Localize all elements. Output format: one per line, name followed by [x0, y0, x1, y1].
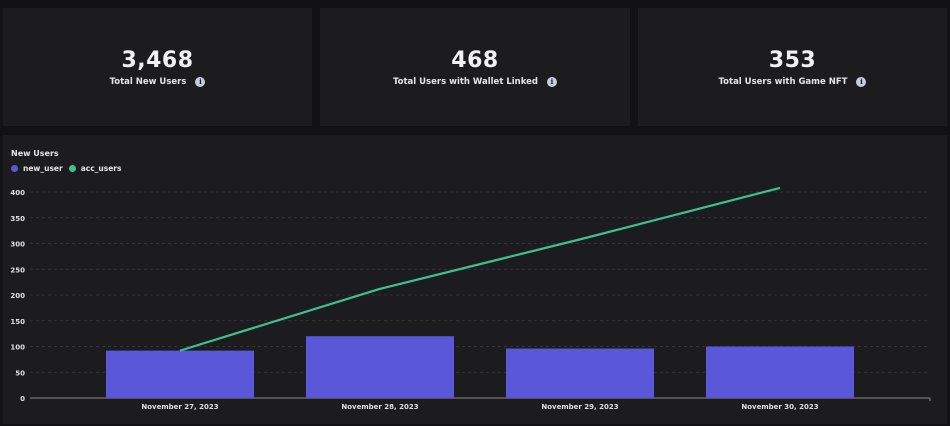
legend-item-new-user[interactable]: new_user — [11, 164, 63, 173]
y-tick-label: 150 — [10, 318, 25, 326]
y-tick-label: 50 — [15, 369, 25, 377]
y-tick-label: 350 — [10, 215, 25, 223]
legend-dot-icon — [11, 165, 18, 172]
y-tick-label: 250 — [10, 266, 25, 274]
chart-plot: 0 50 100 150 200 250 300 350 400 November 27, 202… — [10, 186, 931, 411]
y-tick-label: 100 — [10, 344, 25, 352]
kpi-card-wallet-linked: 468 Total Users with Wallet Linked i — [320, 8, 630, 126]
kpi-value: 468 — [451, 47, 499, 73]
legend-label: acc_users — [80, 164, 122, 173]
bar-new-user[interactable] — [706, 346, 854, 399]
bar-new-user[interactable] — [506, 348, 654, 398]
y-tick-label: 0 — [20, 395, 25, 403]
kpi-label: Total Users with Wallet Linked — [392, 76, 539, 87]
kpi-value: 3,468 — [121, 47, 194, 73]
info-icon[interactable]: i — [547, 76, 558, 87]
y-tick-label: 300 — [10, 241, 25, 249]
info-icon[interactable]: i — [856, 76, 867, 87]
kpi-label: Total Users with Game NFT — [718, 76, 848, 87]
chart-legend: new_user acc_users — [11, 164, 127, 173]
chart-title: New Users — [11, 149, 59, 158]
kpi-card-total-new-users: 3,468 Total New Users i — [3, 8, 312, 126]
kpi-card-game-nft: 353 Total Users with Game NFT i — [638, 8, 947, 126]
new-users-chart-card: New Users new_user acc_users 0 50 100 150 20… — [3, 135, 947, 424]
x-tick-label: November 30, 2023 — [741, 403, 818, 411]
legend-dot-icon — [68, 165, 76, 172]
line-acc-users[interactable] — [179, 186, 781, 352]
x-tick-label: November 28, 2023 — [341, 403, 418, 411]
legend-label: new_user — [23, 164, 63, 173]
x-tick-label: November 29, 2023 — [541, 403, 618, 411]
kpi-value: 353 — [768, 47, 817, 73]
y-tick-label: 200 — [10, 292, 25, 300]
bar-new-user[interactable] — [306, 336, 454, 398]
info-icon[interactable]: i — [195, 76, 206, 87]
bar-new-user[interactable] — [106, 350, 254, 398]
x-tick-label: November 27, 2023 — [141, 403, 218, 411]
y-tick-label: 400 — [10, 189, 25, 197]
legend-item-acc-users[interactable]: acc_users — [68, 164, 122, 173]
kpi-label: Total New Users — [109, 76, 187, 87]
